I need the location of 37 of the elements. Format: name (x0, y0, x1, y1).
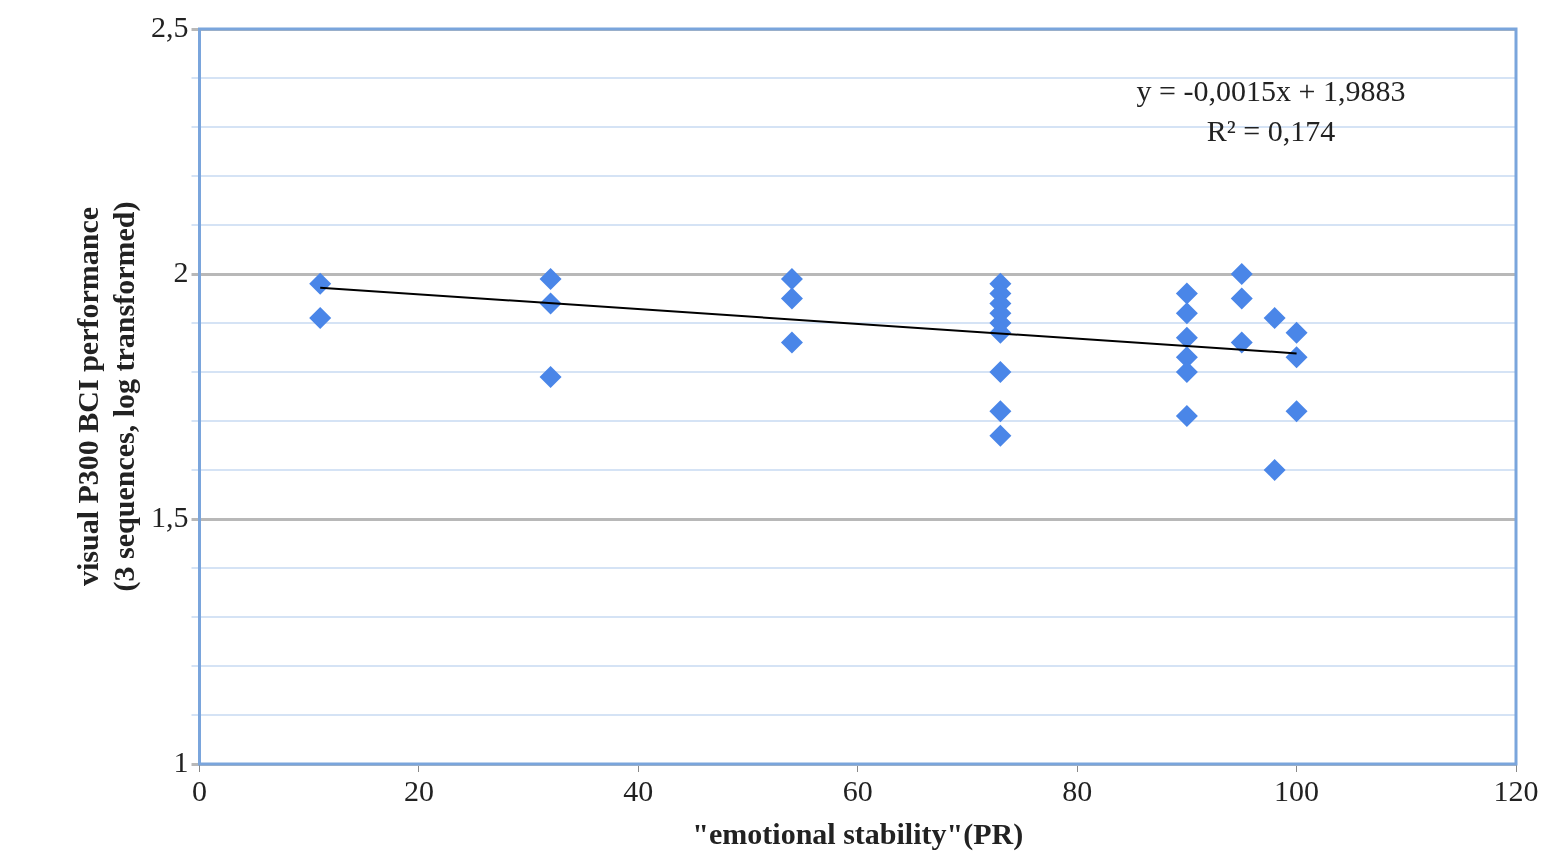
point (989, 400, 1012, 423)
x-tick-label: 100 (1274, 773, 1320, 807)
y-tick-label: 1 (173, 744, 189, 778)
point (1263, 307, 1286, 330)
annotation: R² = 0,174 (1206, 113, 1336, 147)
x-tick-label: 40 (623, 773, 654, 807)
y-tick-label: 1,5 (151, 499, 189, 533)
x-tick-label: 0 (192, 773, 207, 807)
y-axis-title: visual P300 BCI performance (3 sequences, log transformed) (70, 201, 141, 592)
point (989, 424, 1012, 447)
y-tick-label: 2 (173, 254, 189, 288)
point (780, 331, 803, 354)
point (539, 365, 562, 388)
point (989, 361, 1012, 383)
point (1230, 287, 1253, 310)
x-tick-label: 120 (1493, 773, 1539, 807)
point (780, 287, 803, 310)
point (1175, 361, 1198, 383)
point (1175, 282, 1198, 305)
point (1230, 263, 1253, 285)
point (1175, 302, 1198, 325)
point (780, 267, 803, 290)
point (309, 307, 332, 330)
x-tick-label: 60 (842, 773, 873, 807)
point (1285, 346, 1308, 369)
y-tick-label: 2,5 (151, 9, 189, 43)
point (1263, 459, 1286, 481)
x-tick-label: 20 (403, 773, 434, 807)
point (1285, 400, 1308, 423)
x-tick-label: 80 (1062, 773, 1093, 807)
point (1175, 405, 1198, 428)
point (539, 267, 562, 290)
point (1285, 321, 1308, 344)
annotation: y = -0,0015x + 1,9883 (1136, 73, 1406, 107)
x-axis-title: "emotional stability"(PR) (692, 816, 1024, 851)
point (309, 272, 332, 295)
point (1230, 331, 1253, 354)
